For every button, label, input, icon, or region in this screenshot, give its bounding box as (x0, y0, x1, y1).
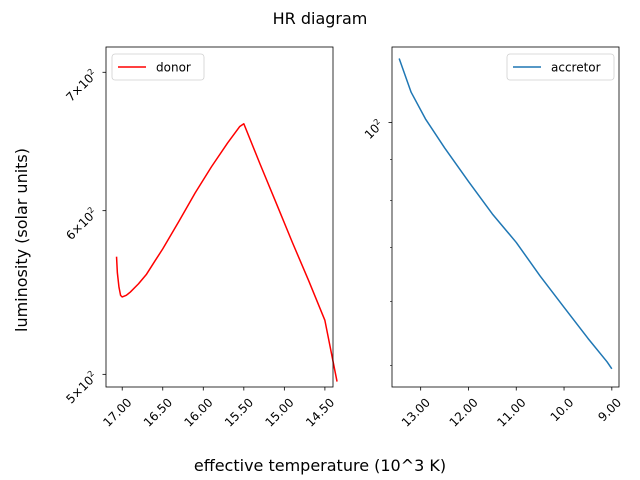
accretor-series-line (398, 58, 613, 370)
axes-frame (391, 46, 620, 388)
legend: donor (111, 53, 205, 81)
x-tick-label: 13.00 (399, 395, 433, 429)
y-tick-label: 102 (361, 117, 386, 142)
y-axis-label: luminosity (solar units) (12, 148, 31, 332)
x-tick-label: 12.00 (447, 395, 481, 429)
axes-frame (105, 46, 334, 388)
x-tick-label: 16.00 (181, 395, 215, 429)
donor-series-line (115, 123, 338, 382)
y-tick-label: 6×102 (63, 205, 101, 243)
x-tick-label: 14.50 (303, 395, 337, 429)
donor-panel: 17.00 16.50 16.00 15.50 15.00 14.50 5×102 6×102… (63, 46, 338, 430)
x-tick-label: 15.00 (263, 395, 297, 429)
y-tick-label: 5×102 (63, 369, 101, 407)
x-axis-label: effective temperature (10^3 K) (194, 456, 446, 475)
x-tick-label: 17.00 (100, 395, 134, 429)
legend-box (506, 53, 615, 81)
x-tick-label: 15.50 (222, 395, 256, 429)
x-tick-label: 10.0 (548, 395, 577, 424)
x-tick-label: 16.50 (141, 395, 175, 429)
legend-label: donor (156, 61, 191, 75)
x-tick-label: 9.00 (595, 395, 624, 424)
y-tick-label: 7×102 (63, 67, 101, 105)
legend: accretor (506, 53, 615, 81)
x-tick-label: 11.00 (494, 395, 528, 429)
figure-title: HR diagram (273, 9, 368, 28)
legend-box (111, 53, 205, 81)
legend-label: accretor (551, 61, 601, 75)
accretor-panel: 13.00 12.00 11.00 10.0 9.00 102 accretor (361, 46, 624, 430)
